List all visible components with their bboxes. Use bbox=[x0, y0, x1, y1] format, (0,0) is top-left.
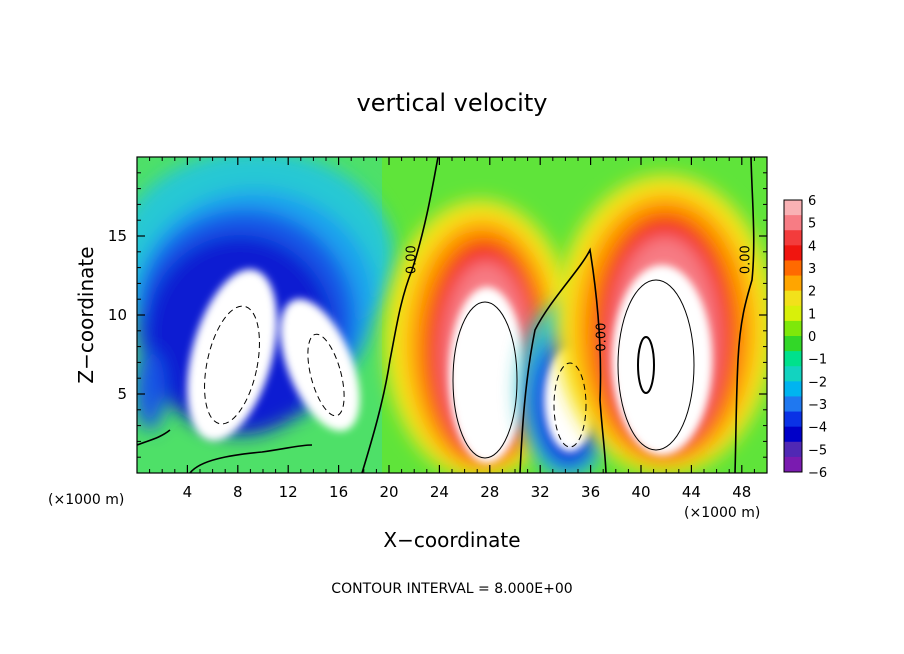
colorbar-tick-label: −4 bbox=[808, 421, 827, 436]
negative-core-left bbox=[187, 269, 360, 441]
x-tick-label: 20 bbox=[379, 483, 398, 501]
colorbar-tick-label: 3 bbox=[808, 262, 816, 277]
colorbar-swatch bbox=[784, 275, 802, 292]
colorbar-tick-label: −5 bbox=[808, 443, 827, 458]
colorbar-swatch bbox=[784, 396, 802, 413]
x-tick-label: 32 bbox=[531, 483, 550, 501]
contour-interval-note: CONTOUR INTERVAL = 8.000E+00 bbox=[331, 581, 572, 597]
colorbar-tick-label: 4 bbox=[808, 239, 816, 254]
colorbar-swatch bbox=[784, 456, 802, 473]
colorbar-tick-label: 1 bbox=[808, 307, 816, 322]
x-tick-label: 12 bbox=[279, 483, 298, 501]
zero-contours bbox=[137, 157, 755, 473]
colorbar-swatch bbox=[784, 200, 802, 216]
x-tick-label: 24 bbox=[430, 483, 449, 501]
colorbar-swatch bbox=[784, 305, 802, 322]
colorbar-swatch bbox=[784, 245, 802, 261]
x-tick-label: 28 bbox=[480, 483, 499, 501]
x-unit-right: (×1000 m) bbox=[684, 505, 760, 521]
y-axis: 5 10 15 bbox=[108, 172, 767, 458]
contour-label: 0.00 bbox=[738, 245, 753, 274]
x-tick-label: 44 bbox=[682, 483, 701, 501]
y-tick-label: 15 bbox=[108, 227, 127, 245]
y-axis-label: Z−coordinate bbox=[74, 246, 98, 383]
positive-core-left bbox=[449, 287, 525, 463]
colorbar-tick-label: 0 bbox=[808, 330, 816, 345]
x-tick-label: 16 bbox=[329, 483, 348, 501]
colorbar-swatch bbox=[784, 351, 802, 367]
plot-area bbox=[137, 157, 767, 473]
colorbar-swatch bbox=[784, 230, 802, 246]
colorbar-tick-label: −1 bbox=[808, 353, 827, 368]
x-axis: 4 8 12 16 20 24 28 32 36 40 44 48 bbox=[149, 157, 755, 501]
colorbar-tick-label: −6 bbox=[808, 466, 827, 481]
colorbar-frame bbox=[783, 199, 803, 473]
colorbar-swatch bbox=[784, 426, 802, 443]
colorbar-tick-label: 6 bbox=[808, 194, 816, 209]
y-tick-label: 10 bbox=[108, 306, 127, 324]
colorbar-swatch bbox=[784, 366, 802, 382]
y-tick-label: 5 bbox=[117, 385, 127, 403]
colorbar-swatch bbox=[784, 336, 802, 352]
colorbar: 6 5 4 3 2 1 0 −1 −2 −3 −4 −5 −6 bbox=[783, 194, 827, 481]
x-tick-label: 8 bbox=[233, 483, 243, 501]
positive-contours bbox=[452, 279, 695, 459]
colorbar-swatch bbox=[784, 290, 802, 307]
x-axis-label: X−coordinate bbox=[383, 528, 520, 552]
colorbar-swatch bbox=[784, 381, 802, 397]
x-tick-label: 48 bbox=[732, 483, 751, 501]
colorbar-tick-label: −3 bbox=[808, 398, 827, 413]
positive-core-right bbox=[612, 265, 712, 455]
negative-contours bbox=[204, 305, 587, 448]
x-tick-label: 36 bbox=[581, 483, 600, 501]
colorbar-swatch bbox=[784, 320, 802, 337]
x-tick-label: 4 bbox=[183, 483, 193, 501]
contour-label-layer: 0.00 0.00 0.00 bbox=[404, 245, 753, 352]
colorbar-swatch bbox=[784, 215, 802, 231]
colorbar-swatch bbox=[784, 260, 802, 277]
colorbar-tick-label: 5 bbox=[808, 217, 816, 232]
colorbar-swatch bbox=[784, 441, 802, 458]
contour-label: 0.00 bbox=[595, 323, 610, 352]
chart-title: vertical velocity bbox=[357, 89, 548, 117]
colorbar-swatch bbox=[784, 411, 802, 428]
contour-label: 0.00 bbox=[404, 245, 419, 274]
colorbar-tick-label: −2 bbox=[808, 375, 827, 390]
colorbar-tick-label: 2 bbox=[808, 285, 816, 300]
x-tick-label: 40 bbox=[631, 483, 650, 501]
x-unit-left: (×1000 m) bbox=[48, 492, 124, 508]
